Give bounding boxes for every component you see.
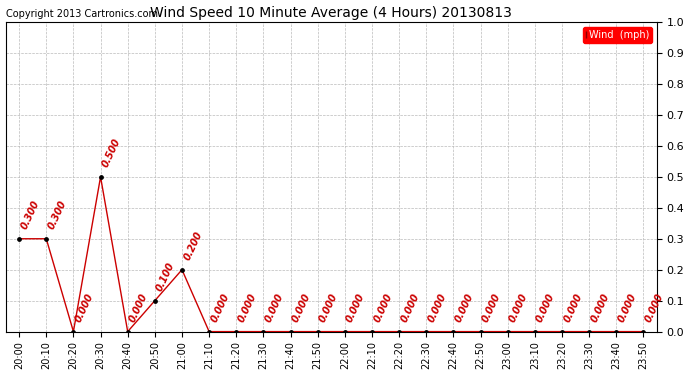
Text: 0.000: 0.000 (643, 292, 665, 324)
Point (95, 174, 106, 180)
Text: 0.000: 0.000 (128, 292, 150, 324)
Text: 0.000: 0.000 (426, 292, 449, 324)
Point (258, 328, 269, 334)
Text: 0.000: 0.000 (317, 292, 339, 324)
Point (285, 328, 296, 334)
Point (584, 328, 595, 334)
Text: 0.000: 0.000 (399, 292, 421, 324)
Text: 0.000: 0.000 (508, 292, 530, 324)
Point (502, 328, 513, 334)
Point (312, 328, 323, 334)
Point (204, 328, 215, 334)
Text: Copyright 2013 Cartronics.com: Copyright 2013 Cartronics.com (6, 9, 157, 19)
Text: 0.300: 0.300 (19, 199, 41, 231)
Point (529, 328, 540, 334)
Text: 0.000: 0.000 (236, 292, 258, 324)
Point (366, 328, 377, 334)
Text: 0.000: 0.000 (616, 292, 638, 324)
Text: 0.200: 0.200 (182, 230, 204, 262)
Text: 0.000: 0.000 (209, 292, 231, 324)
Text: 0.000: 0.000 (345, 292, 367, 324)
Text: 0.000: 0.000 (480, 292, 502, 324)
Title: Wind Speed 10 Minute Average (4 Hours) 20130813: Wind Speed 10 Minute Average (4 Hours) 2… (150, 6, 512, 20)
Text: 0.000: 0.000 (535, 292, 557, 324)
Point (475, 328, 486, 334)
Point (339, 328, 351, 334)
Text: 0.100: 0.100 (155, 261, 177, 293)
Text: 0.000: 0.000 (73, 292, 95, 324)
Text: 0.500: 0.500 (101, 137, 123, 169)
Point (638, 328, 649, 334)
Point (393, 328, 404, 334)
Text: 0.000: 0.000 (562, 292, 584, 324)
Text: 0.000: 0.000 (264, 292, 286, 324)
Point (122, 328, 133, 334)
Point (41, 236, 52, 242)
Text: 0.000: 0.000 (290, 292, 313, 324)
Point (556, 328, 567, 334)
Text: 0.000: 0.000 (372, 292, 394, 324)
Point (448, 328, 459, 334)
Point (149, 298, 160, 304)
Point (14, 236, 25, 242)
Legend: Wind  (mph): Wind (mph) (583, 27, 652, 43)
Point (611, 328, 622, 334)
Point (177, 267, 188, 273)
Text: 0.000: 0.000 (453, 292, 475, 324)
Point (421, 328, 432, 334)
Point (68, 328, 79, 334)
Text: 0.000: 0.000 (589, 292, 611, 324)
Point (230, 328, 241, 334)
Text: 0.300: 0.300 (46, 199, 68, 231)
